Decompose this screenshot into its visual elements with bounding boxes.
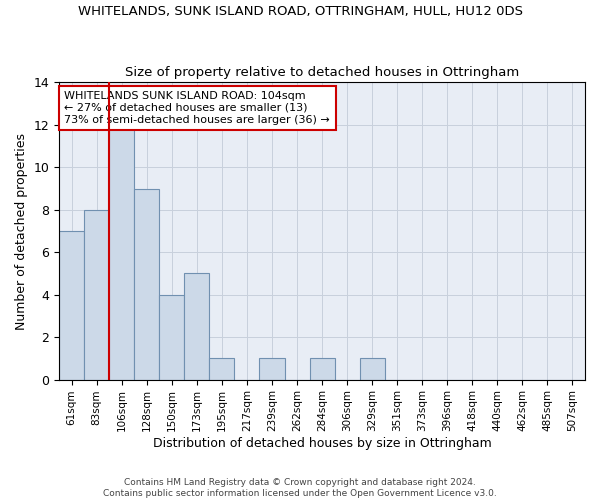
Bar (359, 358, 385, 380)
X-axis label: Distribution of detached houses by size in Ottringham: Distribution of detached houses by size … (153, 437, 491, 450)
Bar (209, 358, 235, 380)
Bar (160, 294, 184, 380)
Bar (310, 358, 335, 380)
Bar (109, 125, 134, 380)
Text: Contains HM Land Registry data © Crown copyright and database right 2024.
Contai: Contains HM Land Registry data © Crown c… (103, 478, 497, 498)
Text: WHITELANDS SUNK ISLAND ROAD: 104sqm
← 27% of detached houses are smaller (13)
73: WHITELANDS SUNK ISLAND ROAD: 104sqm ← 27… (64, 92, 330, 124)
Bar (259, 358, 284, 380)
Title: Size of property relative to detached houses in Ottringham: Size of property relative to detached ho… (125, 66, 519, 78)
Text: WHITELANDS, SUNK ISLAND ROAD, OTTRINGHAM, HULL, HU12 0DS: WHITELANDS, SUNK ISLAND ROAD, OTTRINGHAM… (77, 5, 523, 18)
Bar (84, 210, 109, 380)
Bar (59, 231, 84, 380)
Bar (184, 274, 209, 380)
Bar (134, 188, 160, 380)
Y-axis label: Number of detached properties: Number of detached properties (15, 132, 28, 330)
